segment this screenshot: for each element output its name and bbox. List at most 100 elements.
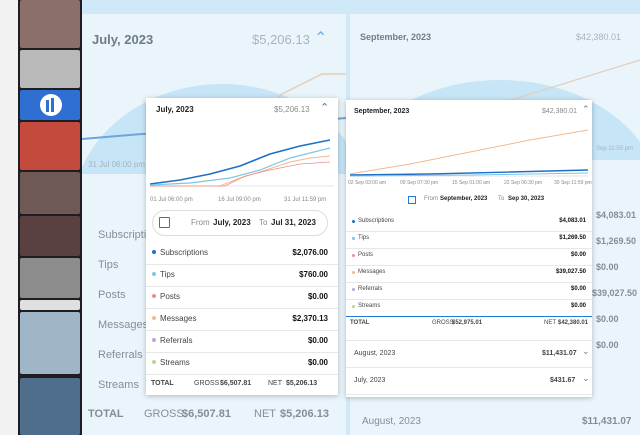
earnings-row: Posts $0.00 xyxy=(346,248,592,266)
bg-row-label: Tips xyxy=(98,259,119,271)
row-label: Posts xyxy=(358,252,374,258)
legend-dot xyxy=(152,272,156,276)
thumbnail-image[interactable] xyxy=(20,300,80,310)
row-label: Messages xyxy=(160,314,197,323)
month-row[interactable]: July, 2023 $431.67 ⌄ xyxy=(346,368,592,395)
earnings-line-chart xyxy=(350,129,588,177)
legend-dot xyxy=(352,271,355,274)
chevron-up-icon[interactable]: ⌃ xyxy=(320,102,330,114)
range-to-label: To xyxy=(259,218,268,227)
x-tick-label: 01 Jul 06:00 pm xyxy=(150,197,193,203)
x-tick-label: 09 Sep 07:30 pm xyxy=(400,180,439,186)
row-label: Posts xyxy=(160,292,181,301)
row-value: $2,076.00 xyxy=(292,248,328,257)
messages-line xyxy=(150,155,331,187)
chevron-up-icon[interactable]: ⌃ xyxy=(582,104,590,114)
earnings-line-chart xyxy=(150,139,334,187)
chart-app-thumbnail[interactable] xyxy=(20,90,80,120)
bg-row-label: Streams xyxy=(98,379,139,391)
thumbnail-image[interactable] xyxy=(20,312,80,374)
legend-dot xyxy=(352,288,355,291)
net-value: $42,380.01 xyxy=(558,320,589,326)
legend-dot xyxy=(152,360,156,364)
row-label: Referrals xyxy=(358,286,383,292)
x-tick-label: 02 Sep 03:00 am xyxy=(348,180,387,186)
date-range-selector[interactable]: From July, 2023 To Jul 31, 2023 xyxy=(152,210,328,236)
bg-row-value: $0.00 xyxy=(596,314,619,324)
legend-dot xyxy=(352,254,355,257)
range-from-value: July, 2023 xyxy=(213,218,251,227)
row-label: Subscriptions xyxy=(358,218,395,224)
bg-month-row-amount: $11,431.07 xyxy=(582,416,632,427)
legend-dot xyxy=(152,294,156,298)
earnings-row: Referrals $0.00 xyxy=(346,282,592,300)
subscriptions-line xyxy=(350,169,588,176)
row-label: Streams xyxy=(160,358,190,367)
total-label: TOTAL xyxy=(151,380,174,387)
range-to-value: Jul 31, 2023 xyxy=(271,218,316,227)
earnings-row: Messages $2,370.13 xyxy=(146,308,338,331)
thumbnail-image[interactable] xyxy=(20,50,80,88)
subscriptions-line xyxy=(150,139,331,185)
bg-row-value: $0.00 xyxy=(596,340,619,350)
month-title: September, 2023 xyxy=(354,108,410,115)
thumbnail-image[interactable] xyxy=(20,122,80,170)
chevron-up-icon[interactable]: ⌃ xyxy=(314,30,328,47)
earnings-row: Subscriptions $2,076.00 xyxy=(146,242,338,265)
legend-dot xyxy=(152,338,156,342)
legend-dot xyxy=(152,250,156,254)
legend-dot xyxy=(352,305,355,308)
range-from-label: From xyxy=(424,196,438,202)
row-value: $2,370.13 xyxy=(292,314,328,323)
strip-edge xyxy=(0,0,18,435)
row-value: $0.00 xyxy=(570,303,586,309)
earnings-row: Messages $39,027.50 xyxy=(346,265,592,283)
gross-label: GROSS xyxy=(194,380,220,387)
thumbnail-image[interactable] xyxy=(20,258,80,298)
row-value: $760.00 xyxy=(299,270,328,279)
range-to-value: Sep 30, 2023 xyxy=(508,196,545,202)
row-value: $0.00 xyxy=(570,252,586,258)
month-row[interactable]: August, 2023 $11,431.07 ⌄ xyxy=(346,340,592,368)
bg-row-label: Messages xyxy=(98,319,149,331)
bg-gross-value: $6,507.81 xyxy=(182,408,231,420)
month-row-label: July, 2023 xyxy=(354,377,386,384)
total-label: TOTAL xyxy=(350,320,370,326)
thumbnail-image[interactable] xyxy=(20,216,80,256)
thumbnail-image[interactable] xyxy=(20,378,80,435)
row-value: $1,269.50 xyxy=(559,235,586,241)
earnings-row: Streams $0.00 xyxy=(346,299,592,317)
gross-value: $52,975.01 xyxy=(452,320,483,326)
row-label: Subscriptions xyxy=(160,248,209,257)
month-amount: $42,380.01 xyxy=(542,108,578,115)
row-value: $39,027.50 xyxy=(555,269,586,275)
posts-line xyxy=(150,161,331,187)
bg-month-amount: $5,206.13 xyxy=(252,32,310,47)
bg-time-label: 31 Jul 06:00 pm xyxy=(88,160,145,169)
legend-dot xyxy=(352,237,355,240)
thumbnail-image[interactable] xyxy=(20,0,80,48)
july-earnings-panel: July, 2023 $5,206.13 ⌃ 01 Jul 06:00 pm 1… xyxy=(146,98,338,395)
bg-total-label: TOTAL xyxy=(88,408,124,420)
range-to-label: To xyxy=(498,196,505,202)
total-row: TOTAL GROSS $52,975.01 NET $42,380.01 xyxy=(346,318,592,332)
earnings-row: Referrals $0.00 xyxy=(146,330,338,353)
bg-net-value: $5,206.13 xyxy=(280,408,329,420)
net-value: $5,206.13 xyxy=(286,380,318,387)
tips-line xyxy=(150,147,331,186)
bg-row-label: Posts xyxy=(98,289,126,301)
x-tick-label: 31 Jul 11:59 pm xyxy=(284,197,327,203)
bg-month-row-label: August, 2023 xyxy=(362,416,421,427)
net-label: NET xyxy=(268,380,282,387)
range-from-value: September, 2023 xyxy=(440,196,488,202)
thumbnail-image[interactable] xyxy=(20,172,80,214)
chevron-down-icon[interactable]: ⌄ xyxy=(582,373,590,383)
row-value: $4,083.01 xyxy=(559,218,586,224)
row-label: Tips xyxy=(358,235,370,241)
chevron-down-icon[interactable]: ⌄ xyxy=(582,346,590,356)
gross-value: $6,507.81 xyxy=(220,380,252,387)
row-label: Referrals xyxy=(160,336,193,345)
row-label: Streams xyxy=(358,303,381,309)
earnings-row: Subscriptions $4,083.01 xyxy=(346,214,592,232)
date-range-selector[interactable]: From September, 2023 To Sep 30, 2023 xyxy=(352,192,586,208)
